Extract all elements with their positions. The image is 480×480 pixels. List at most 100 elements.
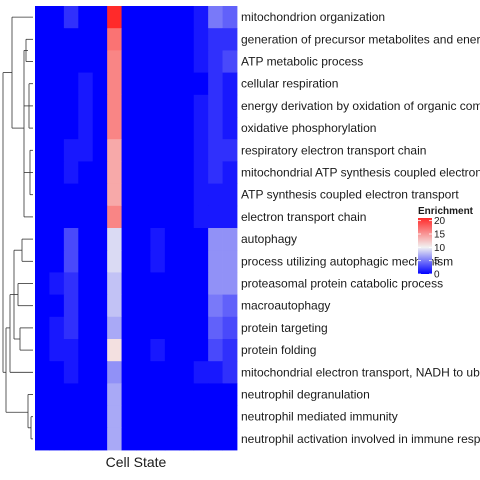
heatmap-cell bbox=[49, 161, 65, 184]
row-label: neutrophil degranulation bbox=[241, 388, 370, 402]
heatmap-cell bbox=[63, 205, 79, 229]
heatmap-cell bbox=[136, 183, 151, 207]
heatmap-cell bbox=[107, 228, 122, 251]
heatmap-cell bbox=[121, 383, 137, 406]
heatmap-cell bbox=[164, 294, 180, 318]
heatmap-cell bbox=[107, 427, 122, 451]
heatmap-cell bbox=[208, 50, 223, 73]
heatmap-cell bbox=[121, 72, 137, 96]
heatmap-cell bbox=[63, 361, 79, 384]
heatmap-cell bbox=[222, 272, 238, 295]
heatmap-cell bbox=[222, 94, 238, 118]
row-labels: mitochondrion organization generation of … bbox=[241, 10, 480, 446]
heatmap-cell bbox=[179, 427, 195, 451]
heatmap-cell bbox=[92, 72, 108, 96]
heatmap-cell bbox=[78, 139, 94, 162]
heatmap-cell bbox=[63, 294, 79, 318]
heatmap-cell bbox=[35, 205, 50, 229]
heatmap-cell bbox=[164, 161, 180, 184]
heatmap-cell bbox=[49, 339, 65, 362]
heatmap-cell bbox=[222, 117, 238, 140]
heatmap-cell bbox=[121, 6, 137, 29]
heatmap-cell bbox=[222, 6, 238, 29]
heatmap-cell bbox=[63, 183, 79, 207]
heatmap-cell bbox=[164, 427, 180, 451]
heatmap-cell bbox=[49, 383, 65, 406]
heatmap-cell bbox=[121, 205, 137, 229]
heatmap-cell bbox=[35, 383, 50, 406]
heatmap-cell bbox=[92, 139, 108, 162]
heatmap-cell bbox=[78, 50, 94, 73]
heatmap-cell bbox=[193, 28, 209, 51]
heatmap-cell bbox=[78, 316, 94, 340]
heatmap-cell bbox=[193, 228, 209, 251]
heatmap-cell bbox=[150, 383, 166, 406]
row-label: mitochondrial ATP synthesis coupled elec… bbox=[241, 166, 480, 180]
heatmap-cell bbox=[179, 72, 195, 96]
heatmap-cell bbox=[208, 361, 223, 384]
heatmap-cell bbox=[121, 139, 137, 162]
heatmap-cell bbox=[164, 117, 180, 140]
heatmap-cell bbox=[63, 316, 79, 340]
heatmap-cell bbox=[179, 94, 195, 118]
row-label: mitochondrion organization bbox=[241, 10, 385, 24]
heatmap-cell bbox=[208, 427, 223, 451]
heatmap-cell bbox=[193, 94, 209, 118]
heatmap-cell bbox=[208, 183, 223, 207]
heatmap-cell bbox=[179, 294, 195, 318]
legend-tick-label: 10 bbox=[434, 243, 446, 254]
heatmap-cell bbox=[107, 50, 122, 73]
heatmap-cell bbox=[136, 72, 151, 96]
heatmap-cell bbox=[150, 250, 166, 273]
heatmap-cell bbox=[121, 316, 137, 340]
heatmap-cell bbox=[136, 6, 151, 29]
heatmap-cell bbox=[136, 294, 151, 318]
heatmap-cell bbox=[35, 339, 50, 362]
row-label: macroautophagy bbox=[241, 299, 330, 313]
heatmap-cell bbox=[49, 183, 65, 207]
heatmap-cell bbox=[121, 405, 137, 429]
heatmap-cell bbox=[78, 294, 94, 318]
heatmap-cell bbox=[92, 117, 108, 140]
heatmap-cell bbox=[222, 339, 238, 362]
heatmap-cell bbox=[179, 139, 195, 162]
heatmap-cell bbox=[179, 405, 195, 429]
heatmap-cell bbox=[35, 50, 50, 73]
heatmap-cell bbox=[121, 161, 137, 184]
row-label: electron transport chain bbox=[241, 210, 366, 224]
heatmap-cell bbox=[63, 272, 79, 295]
heatmap-cell bbox=[136, 94, 151, 118]
heatmap-cell bbox=[136, 361, 151, 384]
heatmap-cell bbox=[78, 72, 94, 96]
heatmap-cell bbox=[92, 161, 108, 184]
heatmap-cell bbox=[35, 272, 50, 295]
heatmap-cell bbox=[78, 339, 94, 362]
heatmap-cell bbox=[150, 94, 166, 118]
heatmap-cell bbox=[121, 183, 137, 207]
heatmap-cell bbox=[107, 6, 122, 29]
heatmap-cell bbox=[78, 183, 94, 207]
heatmap-cell bbox=[208, 383, 223, 406]
heatmap-cell bbox=[78, 427, 94, 451]
heatmap-cell bbox=[164, 250, 180, 273]
heatmap-cell bbox=[78, 6, 94, 29]
heatmap-cell bbox=[35, 316, 50, 340]
heatmap-cell bbox=[92, 183, 108, 207]
heatmap-cell bbox=[164, 383, 180, 406]
heatmap-cell bbox=[92, 272, 108, 295]
heatmap-cell bbox=[35, 183, 50, 207]
heatmap-cell bbox=[78, 94, 94, 118]
heatmap-cell bbox=[92, 361, 108, 384]
heatmap-cell bbox=[136, 28, 151, 51]
heatmap-cell bbox=[78, 161, 94, 184]
heatmap-cell bbox=[208, 94, 223, 118]
heatmap-cell bbox=[164, 6, 180, 29]
heatmap-cell bbox=[208, 117, 223, 140]
heatmap-cell bbox=[49, 405, 65, 429]
heatmap-cell bbox=[164, 361, 180, 384]
heatmap-cell bbox=[179, 383, 195, 406]
heatmap-cell bbox=[179, 228, 195, 251]
row-dendrogram bbox=[2, 16, 33, 440]
heatmap-cell bbox=[150, 427, 166, 451]
heatmap-cell bbox=[63, 28, 79, 51]
